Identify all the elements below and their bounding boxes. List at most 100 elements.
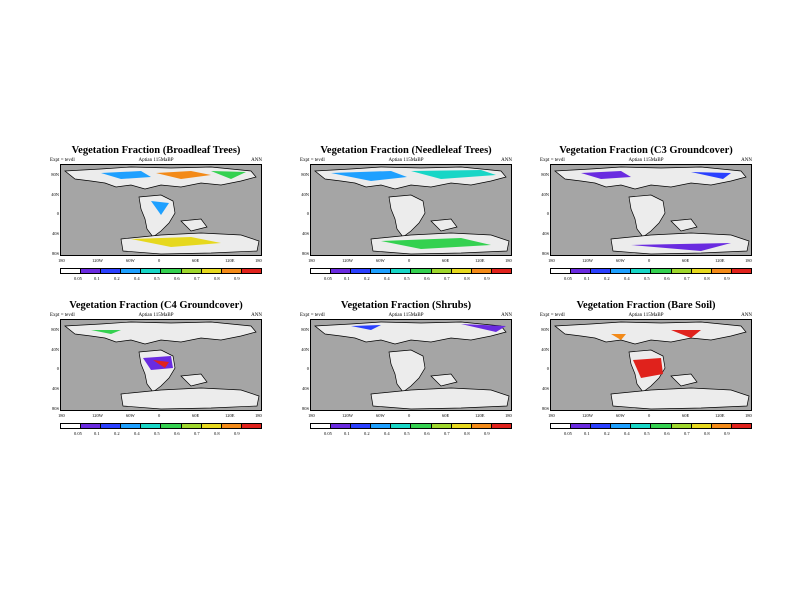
latitude-label: 40S <box>51 386 59 391</box>
colorbar-swatch <box>101 424 122 428</box>
longitude-label: 120E <box>225 413 235 418</box>
vegetation-fill <box>131 237 221 247</box>
longitude-label: 120E <box>715 413 725 418</box>
subtitle-season: ANN <box>741 313 752 318</box>
map-area <box>310 164 512 256</box>
latitude-label: 80S <box>51 251 59 256</box>
colorbar <box>550 268 752 274</box>
latitude-label: 0 <box>56 211 59 216</box>
colorbar-label: 0.7 <box>194 431 200 436</box>
longitude-label: 60E <box>192 413 200 418</box>
colorbar-swatch <box>161 424 182 428</box>
latitude-label: 80S <box>51 406 59 411</box>
longitude-label: 180 <box>308 413 315 418</box>
colorbar-label: 0.7 <box>194 276 200 281</box>
map-graphic <box>314 166 510 255</box>
landmass <box>430 218 458 232</box>
subtitle-expt: Expt = tevdl <box>540 313 565 318</box>
colorbar-label: 0.6 <box>664 276 670 281</box>
colorbar-swatch <box>431 269 452 273</box>
colorbar-swatch <box>311 424 332 428</box>
map-area <box>310 319 512 411</box>
colorbar-swatch <box>431 424 452 428</box>
landmass <box>64 166 257 190</box>
longitude-label: 120W <box>582 413 593 418</box>
colorbar-swatch <box>201 269 222 273</box>
colorbar-swatch <box>371 269 392 273</box>
colorbar-label: 0.5 <box>154 431 160 436</box>
latitude-label: 40N <box>301 192 309 197</box>
subtitle-expt: Expt = tevdl <box>300 313 325 318</box>
colorbar-label: 0.9 <box>234 276 240 281</box>
colorbar-label: 0.7 <box>684 276 690 281</box>
colorbar-swatch <box>141 269 162 273</box>
longitude-label: 180 <box>548 258 555 263</box>
subtitle-season: ANN <box>251 158 262 163</box>
colorbar-swatch <box>451 424 472 428</box>
latitude-label: 40N <box>51 347 59 352</box>
vegetation-fill <box>411 170 496 179</box>
latitude-label: 40N <box>541 347 549 352</box>
colorbar-label: 0.5 <box>404 276 410 281</box>
longitude-label: 0 <box>158 258 161 263</box>
colorbar-label: 0.7 <box>444 431 450 436</box>
vegetation-fill <box>156 171 211 179</box>
landmass <box>120 387 260 410</box>
colorbar-swatch <box>121 269 142 273</box>
latitude-label: 0 <box>306 366 309 371</box>
map-area <box>550 164 752 256</box>
map-area <box>60 164 262 256</box>
colorbar-swatch <box>121 424 142 428</box>
colorbar-label: 0.2 <box>114 431 120 436</box>
vegetation-fill <box>611 334 626 340</box>
latitude-label: 40N <box>51 192 59 197</box>
latitude-label: 0 <box>546 366 549 371</box>
colorbar-swatch <box>571 269 592 273</box>
vegetation-fill <box>581 171 631 179</box>
colorbar-label: 0.1 <box>94 276 100 281</box>
colorbar-swatch <box>101 269 122 273</box>
colorbar-label: 0.8 <box>214 431 220 436</box>
map-panel-c3-groundcover: Vegetation Fraction (C3 Groundcover) Exp… <box>540 145 752 295</box>
landmass <box>388 194 426 238</box>
map-graphic <box>314 321 510 410</box>
colorbar-swatch <box>671 424 692 428</box>
latitude-label: 80S <box>301 251 309 256</box>
map-area <box>60 319 262 411</box>
landmass <box>64 321 257 345</box>
map-panel-broadleaf-trees: Vegetation Fraction (Broadleaf Trees) Ex… <box>50 145 262 295</box>
longitude-label: 120W <box>342 258 353 263</box>
panel-title: Vegetation Fraction (Bare Soil) <box>576 300 716 311</box>
colorbar <box>310 268 512 274</box>
vegetation-fill <box>691 172 731 179</box>
colorbar-swatch <box>351 424 372 428</box>
longitude-label: 60E <box>682 258 690 263</box>
colorbar-label: 0.8 <box>214 276 220 281</box>
colorbar-swatch <box>161 269 182 273</box>
subtitle-period: Aptian 115MaBP <box>388 313 424 318</box>
colorbar-label: 0.2 <box>364 276 370 281</box>
subtitle-expt: Expt = tevdl <box>540 158 565 163</box>
latitude-label: 80S <box>541 406 549 411</box>
landmass <box>554 321 747 345</box>
longitude-label: 120W <box>92 413 103 418</box>
colorbar-label: 0.5 <box>404 431 410 436</box>
longitude-label: 120E <box>225 258 235 263</box>
longitude-label: 60W <box>126 258 135 263</box>
colorbar-swatch <box>61 269 82 273</box>
panel-title: Vegetation Fraction (Broadleaf Trees) <box>71 145 241 156</box>
vegetation-fill <box>91 330 121 334</box>
map-graphic <box>554 166 750 255</box>
vegetation-fill <box>101 171 151 179</box>
colorbar <box>60 268 262 274</box>
colorbar-swatch <box>691 424 712 428</box>
latitude-label: 80N <box>541 172 549 177</box>
longitude-label: 120W <box>342 413 353 418</box>
longitude-label: 180 <box>745 413 752 418</box>
landmass <box>430 373 458 387</box>
longitude-label: 60W <box>616 258 625 263</box>
colorbar-label: 0.5 <box>644 431 650 436</box>
colorbar-label: 0.4 <box>624 431 630 436</box>
colorbar-swatch <box>81 424 102 428</box>
longitude-label: 60W <box>376 258 385 263</box>
